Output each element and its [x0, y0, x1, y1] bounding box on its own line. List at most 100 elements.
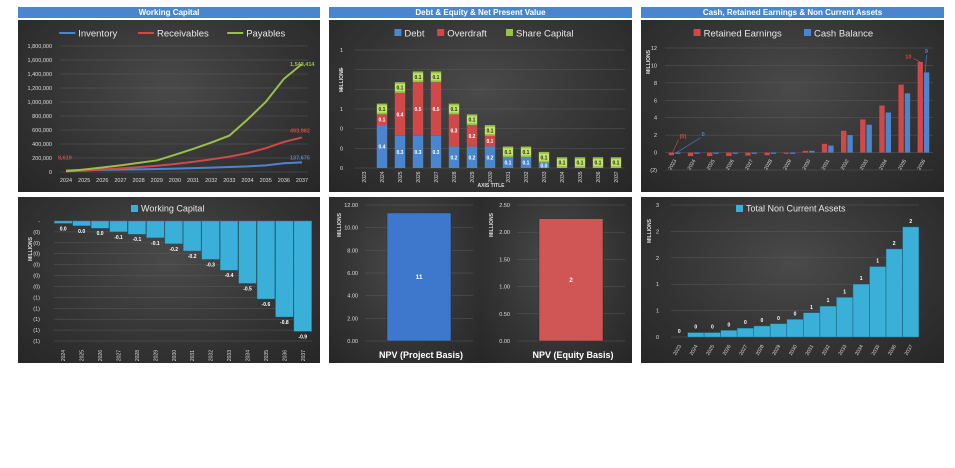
y-tick-0: -	[38, 219, 40, 225]
label-2-2029: 0.1	[469, 118, 476, 124]
label-box-2034	[557, 159, 567, 167]
y-axis-title: MILLIONS	[489, 212, 495, 237]
value-label-2037: -0.9	[298, 334, 307, 340]
bar-2034	[238, 220, 257, 284]
value-label-2032: 1	[827, 298, 830, 304]
bar-2032	[201, 220, 220, 260]
legend-swatch-0	[394, 29, 402, 36]
y-tick-8: (1)	[33, 306, 40, 312]
bar-cash-balance-2034	[885, 112, 892, 153]
x-tick-2024: 2024	[687, 158, 698, 171]
bar-npv_project	[386, 212, 452, 342]
leader-re-last	[913, 58, 921, 63]
y-tick-3: 6.00	[347, 271, 358, 277]
y-axis-title: MILLIONS	[337, 212, 343, 237]
panel-cash: (2) 0 2 4 6 8 10 12 MILLIONS 2023 2024 2025 2026 2027…	[641, 20, 944, 192]
y-tick-0: 0.00	[499, 339, 510, 345]
value-label-2030: 0	[794, 311, 797, 317]
x-tick-7: 2031	[187, 178, 199, 184]
label-0-2028: 0.2	[451, 155, 458, 161]
bar-overdraft-2030	[484, 135, 496, 147]
x-tick-12: 2036	[278, 178, 290, 184]
bar-overdraft-2026	[412, 82, 424, 136]
bar-cash-balance-2031	[828, 145, 834, 153]
bar-retained-earnings-2031	[821, 143, 828, 153]
value-label-2029: -0.1	[151, 241, 160, 247]
bar-cash-balance-2027	[751, 152, 758, 154]
x-tick-2028: 2028	[135, 350, 141, 361]
label-0-2031: 0.1	[505, 161, 512, 167]
x-tick-2024: 2024	[380, 171, 386, 182]
label-2-2030: 0.1	[487, 128, 494, 134]
x-tick-2026: 2026	[725, 158, 736, 171]
y-tick-3: 2	[656, 256, 659, 262]
label-end-receivables: 493,962	[290, 128, 310, 134]
bar-cash-balance-2023	[675, 152, 681, 154]
label-re-last: 10	[905, 54, 911, 60]
bar-debt-2029	[466, 146, 478, 168]
x-tick-2028: 2028	[755, 344, 766, 357]
legend-label-1: Cash Balance	[814, 29, 873, 40]
bar-retained-earnings-2030	[802, 150, 809, 153]
x-tick-11: 2035	[260, 178, 272, 184]
x-tick-2030: 2030	[802, 158, 813, 171]
label-0-2030: 0.2	[487, 155, 494, 161]
value-label-2025: 0	[711, 325, 714, 331]
y-axis-title: MILLIONS	[28, 236, 34, 261]
label-1-2027: 0.5	[433, 107, 440, 113]
bar-debt-2030	[484, 146, 496, 168]
bar-cash-balance-2032	[847, 135, 853, 153]
header-debt-equity: Debt & Equity & Net Present Value	[329, 7, 632, 18]
label-1-2029: 0.2	[469, 134, 476, 140]
bar-2037	[902, 226, 920, 338]
label-box-2024	[377, 105, 387, 113]
value-label-2033: 1	[843, 289, 846, 295]
y-tick-4: 2.00	[499, 230, 510, 236]
label-0-2033: 0.0	[541, 163, 548, 169]
bar-2030	[164, 220, 183, 244]
value-label-2025: 0.0	[78, 229, 85, 235]
y-tick-3: 4	[654, 116, 657, 122]
x-tick-2024: 2024	[61, 350, 67, 361]
y-tick-1: (0)	[33, 230, 40, 236]
bar-2032	[819, 305, 837, 338]
leader-re-first	[672, 139, 679, 153]
x-tick-2025: 2025	[705, 344, 716, 357]
panel-npv-project: 0.00 2.00 4.00 6.00 8.00 10.00 12.00 MILLIONS 11…	[329, 197, 481, 363]
value-label-npv_equity: 2	[569, 277, 573, 284]
bar-2035	[256, 220, 275, 300]
bar-cash-balance-2025	[713, 152, 719, 154]
label-2-2028: 0.1	[451, 107, 458, 113]
y-tick-2: (0)	[33, 241, 40, 247]
label-cb-first: 0	[702, 132, 705, 138]
value-label-2023: 0	[678, 329, 681, 335]
x-tick-1: 2025	[78, 178, 90, 184]
bar-2027	[737, 327, 754, 338]
value-label-2030: -0.2	[169, 247, 178, 253]
x-tick-2027: 2027	[434, 171, 440, 182]
bar-debt-2028	[448, 146, 460, 168]
bar-2027	[109, 220, 128, 233]
leader-cb-first	[676, 137, 701, 153]
label-box-2025	[395, 84, 405, 92]
legend-label-2: Share Capital	[516, 29, 574, 40]
bar-retained-earnings-2025	[706, 152, 713, 157]
value-label-2028: 0	[761, 318, 764, 324]
chart-debt: 0001111MILLIONS20230.40.10.120240.30.40.…	[339, 29, 625, 189]
label-box-2030	[485, 126, 495, 134]
label-end-payables: 1,543,414	[290, 62, 315, 68]
y-tick-5: 10.00	[344, 226, 358, 232]
value-label-2026: 0.0	[97, 231, 104, 237]
y-tick-4: 2	[656, 229, 659, 235]
bar-2035	[869, 266, 886, 338]
bar-cash-balance-2026	[732, 152, 738, 154]
y-tick-0: 0.00	[347, 339, 358, 345]
y-tick-1: 0	[340, 146, 343, 152]
value-label-npv_project: 11	[416, 274, 423, 281]
label-0-2026: 0.3	[415, 150, 422, 156]
value-label-2037: 2	[909, 219, 912, 225]
y-tick-0: 0	[340, 166, 343, 172]
x-tick-2030: 2030	[172, 350, 178, 361]
y-tick-1: 1	[656, 309, 659, 315]
x-tick-2031: 2031	[821, 158, 832, 171]
